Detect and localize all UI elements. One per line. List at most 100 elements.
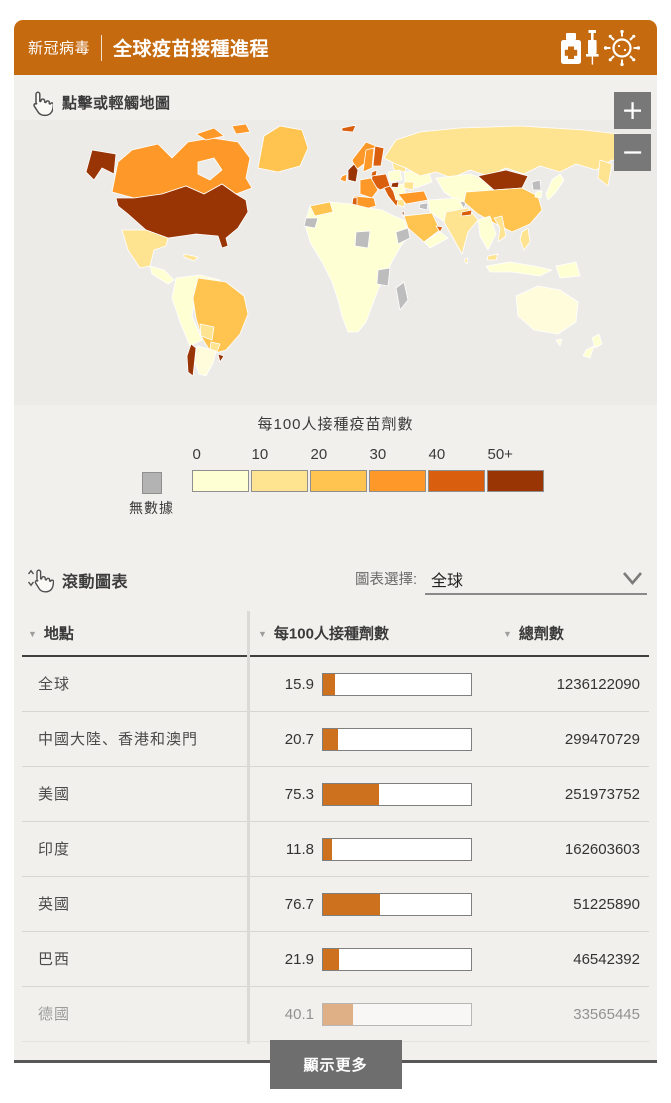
- chart-controls: 滾動圖表 圖表選擇: 全球: [24, 563, 647, 595]
- row-per100-value: 75.3: [284, 786, 314, 803]
- table-row: 全球 15.9 1236122090: [22, 657, 649, 712]
- row-bar: [322, 673, 472, 696]
- row-bar: [322, 1003, 472, 1026]
- row-bar-fill: [323, 729, 339, 750]
- map-instruction-label: 點擊或輕觸地圖: [62, 95, 171, 112]
- header-icons: [557, 27, 643, 69]
- header-kicker: 新冠病毒: [28, 40, 91, 57]
- row-bar-fill: [323, 894, 380, 915]
- row-bar-fill: [323, 949, 340, 970]
- row-per100-value: 40.1: [284, 1006, 314, 1023]
- table-row: 美國 75.3 251973752: [22, 767, 649, 822]
- legend-swatch: [368, 470, 426, 492]
- row-total: 51225890: [573, 896, 640, 913]
- row-per100-value: 11.8: [285, 841, 314, 858]
- legend-no-data-swatch: [141, 472, 162, 494]
- virus-icon: [603, 29, 641, 66]
- legend-tick: 10: [251, 446, 269, 463]
- header-divider: [101, 34, 103, 61]
- legend-no-data: 無數據: [126, 446, 178, 518]
- scroll-hand-icon: [27, 569, 54, 593]
- table-header: ▼ 地點 ▼ 每100人接種劑數 ▼ 總劑數: [22, 611, 649, 657]
- row-total: 162603603: [564, 841, 640, 858]
- legend-no-data-label: 無數據: [129, 500, 174, 516]
- sort-down-icon: ▼: [503, 629, 512, 639]
- legend-swatch: [191, 470, 249, 492]
- map-zoom-controls: + −: [614, 92, 651, 171]
- legend-swatch: [309, 470, 367, 492]
- data-table: ▼ 地點 ▼ 每100人接種劑數 ▼ 總劑數 全球 15.9 1236122090 中…: [22, 611, 649, 1044]
- map-instruction: 點擊或輕觸地圖: [26, 88, 171, 117]
- legend-row: 無數據 0 10 20 30 40 50+: [14, 446, 657, 518]
- row-bar-fill: [323, 674, 335, 695]
- show-more-button[interactable]: 顯示更多: [269, 1040, 402, 1089]
- row-location: 巴西: [38, 951, 71, 968]
- vaccine-bottle-syringe-virus-icons: [561, 29, 641, 66]
- row-location: 印度: [38, 841, 71, 858]
- legend-bin: 40: [427, 446, 485, 492]
- legend-tick: 30: [369, 446, 387, 463]
- legend-tick: 40: [428, 446, 446, 463]
- row-total: 33565445: [573, 1006, 640, 1023]
- row-bar-fill: [323, 784, 379, 805]
- row-location: 全球: [38, 676, 71, 693]
- chart-selector-label: 圖表選擇:: [354, 572, 417, 588]
- table-row: 印度 11.8 162603603: [22, 822, 649, 877]
- legend-bin: 20: [309, 446, 367, 492]
- header-bar: 新冠病毒 全球疫苗接種進程: [14, 20, 657, 75]
- table-row: 德國 40.1 33565445: [22, 987, 649, 1042]
- row-bar-fill: [323, 1004, 353, 1025]
- chart-selector-dropdown[interactable]: 全球: [425, 563, 647, 595]
- chart-selector-value: 全球: [431, 573, 464, 590]
- row-per100-value: 20.7: [284, 731, 314, 748]
- row-per100-value: 76.7: [284, 896, 314, 913]
- vaccine-bottle-icon: [561, 32, 581, 64]
- legend-swatch: [250, 470, 308, 492]
- row-bar: [322, 728, 472, 751]
- content-card: 點擊或輕觸地圖 + −: [14, 75, 657, 1063]
- legend-tick: 0: [192, 446, 201, 463]
- row-total: 46542392: [573, 951, 640, 968]
- scroll-hint: 滾動圖表: [24, 565, 128, 595]
- tap-hand-icon: [33, 91, 53, 117]
- row-location: 英國: [38, 896, 71, 913]
- legend-tick: 50+: [487, 446, 513, 463]
- row-total: 1236122090: [556, 676, 640, 693]
- row-per100-value: 15.9: [284, 676, 314, 693]
- column-header-location[interactable]: ▼ 地點: [28, 625, 74, 643]
- row-total: 299470729: [564, 731, 640, 748]
- sort-down-icon: ▼: [258, 629, 267, 639]
- row-bar: [322, 893, 472, 916]
- page-title: 全球疫苗接種進程: [113, 39, 270, 60]
- legend-scale: 0 10 20 30 40 50+: [191, 446, 546, 492]
- legend-bin: 50+: [486, 446, 544, 492]
- zoom-out-button[interactable]: −: [614, 134, 651, 171]
- row-bar-fill: [323, 839, 332, 860]
- legend-title: 每100人接種疫苗劑數: [257, 416, 414, 433]
- table-row: 中國大陸、香港和澳門 20.7 299470729: [22, 712, 649, 767]
- legend-swatch: [427, 470, 485, 492]
- legend-bin: 0: [191, 446, 249, 492]
- chevron-down-icon: [622, 571, 643, 590]
- row-bar: [322, 783, 472, 806]
- row-bar: [322, 948, 472, 971]
- row-location: 德國: [38, 1006, 71, 1023]
- legend-bin: 30: [368, 446, 426, 492]
- row-location: 中國大陸、香港和澳門: [38, 731, 199, 748]
- column-divider: [247, 611, 250, 1044]
- row-location: 美國: [38, 786, 71, 803]
- table-row: 巴西 21.9 46542392: [22, 932, 649, 987]
- column-header-per100[interactable]: ▼ 每100人接種劑數: [258, 625, 389, 643]
- sort-down-icon: ▼: [28, 629, 37, 639]
- row-per100-value: 21.9: [284, 951, 314, 968]
- world-map[interactable]: [14, 120, 657, 405]
- scroll-hint-label: 滾動圖表: [62, 574, 129, 591]
- column-header-total[interactable]: ▼ 總劑數: [503, 625, 564, 643]
- zoom-in-button[interactable]: +: [614, 92, 651, 129]
- row-total: 251973752: [564, 786, 640, 803]
- syringe-icon: [586, 29, 599, 65]
- table-row: 英國 76.7 51225890: [22, 877, 649, 932]
- legend-bin: 10: [250, 446, 308, 492]
- table-body: 全球 15.9 1236122090 中國大陸、香港和澳門 20.7 29947…: [22, 657, 649, 1042]
